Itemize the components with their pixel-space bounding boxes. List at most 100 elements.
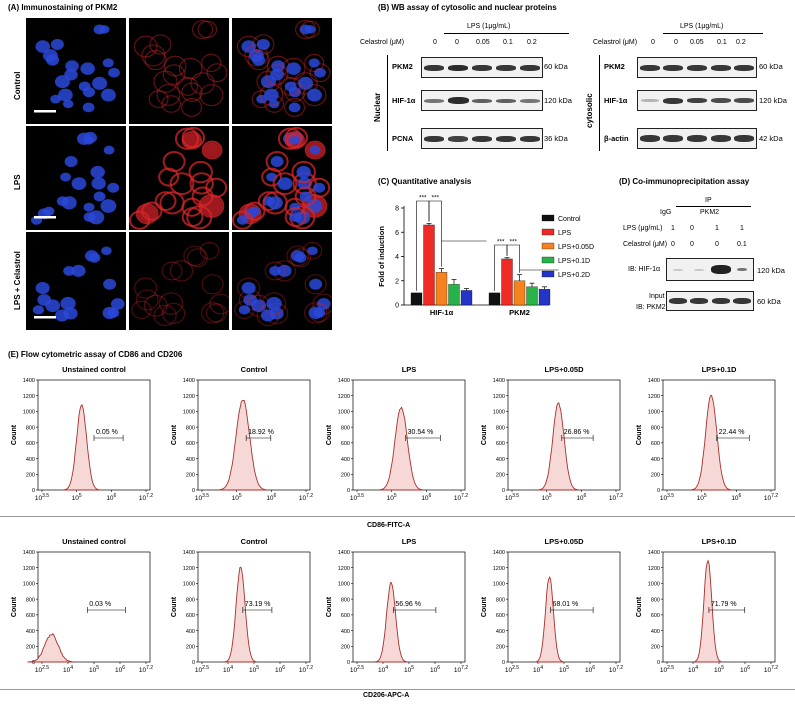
cell-nucleus — [309, 145, 321, 155]
flow-plot-frame — [507, 551, 621, 663]
wb-band — [520, 135, 540, 142]
cell-membrane — [247, 49, 270, 71]
cell-nucleus — [313, 182, 326, 193]
wb-band — [710, 98, 731, 103]
cell-membrane — [163, 55, 187, 77]
wb-size-label: 42 kDa — [759, 134, 783, 143]
row-label-lps-celastrol: LPS + Celastrol — [13, 251, 22, 310]
flow-plot-2: Control 0 200 400 600 800 1000 1200 1400 Count 103… — [171, 365, 313, 502]
y-tick-label: 400 — [341, 457, 350, 463]
bar-lps-hif1a — [423, 224, 435, 306]
histogram — [374, 582, 409, 663]
wb-size-label: 60 kDa — [759, 62, 783, 71]
flow-plot-title: LPS — [402, 365, 417, 374]
ib-label: IB: HIF-1α — [628, 266, 661, 273]
cell-nucleus — [107, 182, 120, 193]
lps-header-line — [444, 33, 569, 34]
y-tick-label: 1200 — [183, 566, 195, 572]
row1-xlabel: CD86-FITC-A — [367, 522, 411, 529]
cell-nucleus — [103, 145, 115, 155]
lps-header-line — [663, 33, 763, 34]
y-tick-label: 6 — [395, 230, 399, 237]
x-tick-label: 103.5 — [660, 493, 674, 502]
dose-label: 0 — [455, 39, 459, 46]
cell-nucleus — [82, 102, 95, 113]
y-tick-label: 200 — [496, 644, 505, 650]
cell-membrane — [265, 64, 289, 86]
legend-label: LPS+0.1D — [558, 258, 590, 265]
y-tick-label: 1200 — [493, 394, 505, 400]
cell-nucleus — [314, 67, 326, 78]
flow-plot-title: LPS — [402, 537, 417, 546]
dose-label: 0 — [674, 39, 678, 46]
y-tick-label: 600 — [26, 441, 35, 447]
x-tick-label: 102.5 — [660, 665, 674, 674]
cell-nucleus — [92, 76, 108, 90]
cell-nucleus — [268, 99, 280, 109]
dose-label: 0 — [651, 39, 655, 46]
ip-line — [676, 206, 751, 207]
histogram — [224, 566, 258, 663]
micrograph-control-pkm2 — [129, 18, 229, 124]
y-tick-label: 1400 — [183, 378, 195, 384]
y-tick-label: 800 — [341, 597, 350, 603]
y-tick-label: 1400 — [338, 378, 350, 384]
cell-membrane — [272, 172, 298, 195]
cell-nucleus — [78, 81, 91, 92]
gate-percent: 30.54 % — [408, 429, 434, 436]
bar-lps-0-05d-pkm2 — [513, 280, 526, 306]
y-tick-label: 1000 — [648, 410, 660, 416]
lps-value: 1 — [715, 225, 719, 232]
y-tick-label: 0 — [192, 488, 195, 494]
y-tick-label: 0 — [32, 488, 35, 494]
histogram — [63, 404, 101, 491]
cell-nucleus — [83, 202, 95, 212]
wb-band — [472, 64, 492, 71]
dose-label: 0.05 — [476, 39, 490, 46]
cell-nucleus — [277, 264, 292, 277]
wb-band — [520, 64, 540, 71]
flow-plot-title: Unstained control — [62, 365, 126, 374]
cell-nucleus — [241, 282, 256, 295]
y-tick-label: 600 — [186, 441, 195, 447]
gate-percent: 22.44 % — [719, 429, 745, 436]
y-tick-label: 0 — [657, 660, 660, 666]
x-category-label: PKM2 — [509, 308, 530, 317]
wb-band — [710, 135, 731, 142]
celastrol-value: 0 — [690, 241, 694, 248]
x-tick-label: 107.2 — [764, 665, 778, 674]
cell-nucleus — [316, 298, 331, 310]
dose-label: 0.1 — [717, 39, 727, 46]
cell-membrane — [205, 303, 227, 323]
gate-percent: 0.05 % — [96, 429, 118, 436]
flow-plot-title: LPS+0.05D — [545, 537, 585, 546]
wb-band — [734, 135, 755, 142]
cell-membrane — [199, 241, 220, 260]
wb-protein-label: PKM2 — [392, 62, 413, 71]
cell-cytoplasm — [183, 133, 200, 148]
cell-membrane — [284, 131, 305, 150]
cell-nucleus — [100, 88, 116, 102]
cell-nucleus — [43, 206, 55, 216]
cell-membrane — [135, 289, 159, 311]
wb-band — [690, 298, 709, 304]
significance-label: *** — [431, 195, 439, 202]
cell-nucleus — [55, 309, 70, 322]
cell-nucleus — [256, 38, 270, 50]
gate-percent: 18.92 % — [248, 429, 274, 436]
significance-label: *** — [509, 239, 517, 246]
cell-membrane — [169, 260, 194, 282]
y-tick-label: 1200 — [648, 394, 660, 400]
cell-nucleus — [289, 136, 300, 145]
legend-swatch — [541, 256, 555, 264]
y-tick-label: 1200 — [493, 566, 505, 572]
bar-lps-0-1d-pkm2 — [526, 286, 538, 306]
y-axis-label: Count — [171, 424, 178, 445]
wb-band — [448, 64, 468, 71]
flow-plot-3: LPS 0 200 400 600 800 1000 1200 1400 Count 103.5 10… — [326, 365, 468, 502]
dose-label: 0.05 — [690, 39, 704, 46]
y-axis-label: Count — [481, 424, 488, 445]
significance-bracket — [428, 200, 442, 267]
cell-membrane — [206, 63, 228, 83]
cell-nucleus — [298, 76, 314, 90]
